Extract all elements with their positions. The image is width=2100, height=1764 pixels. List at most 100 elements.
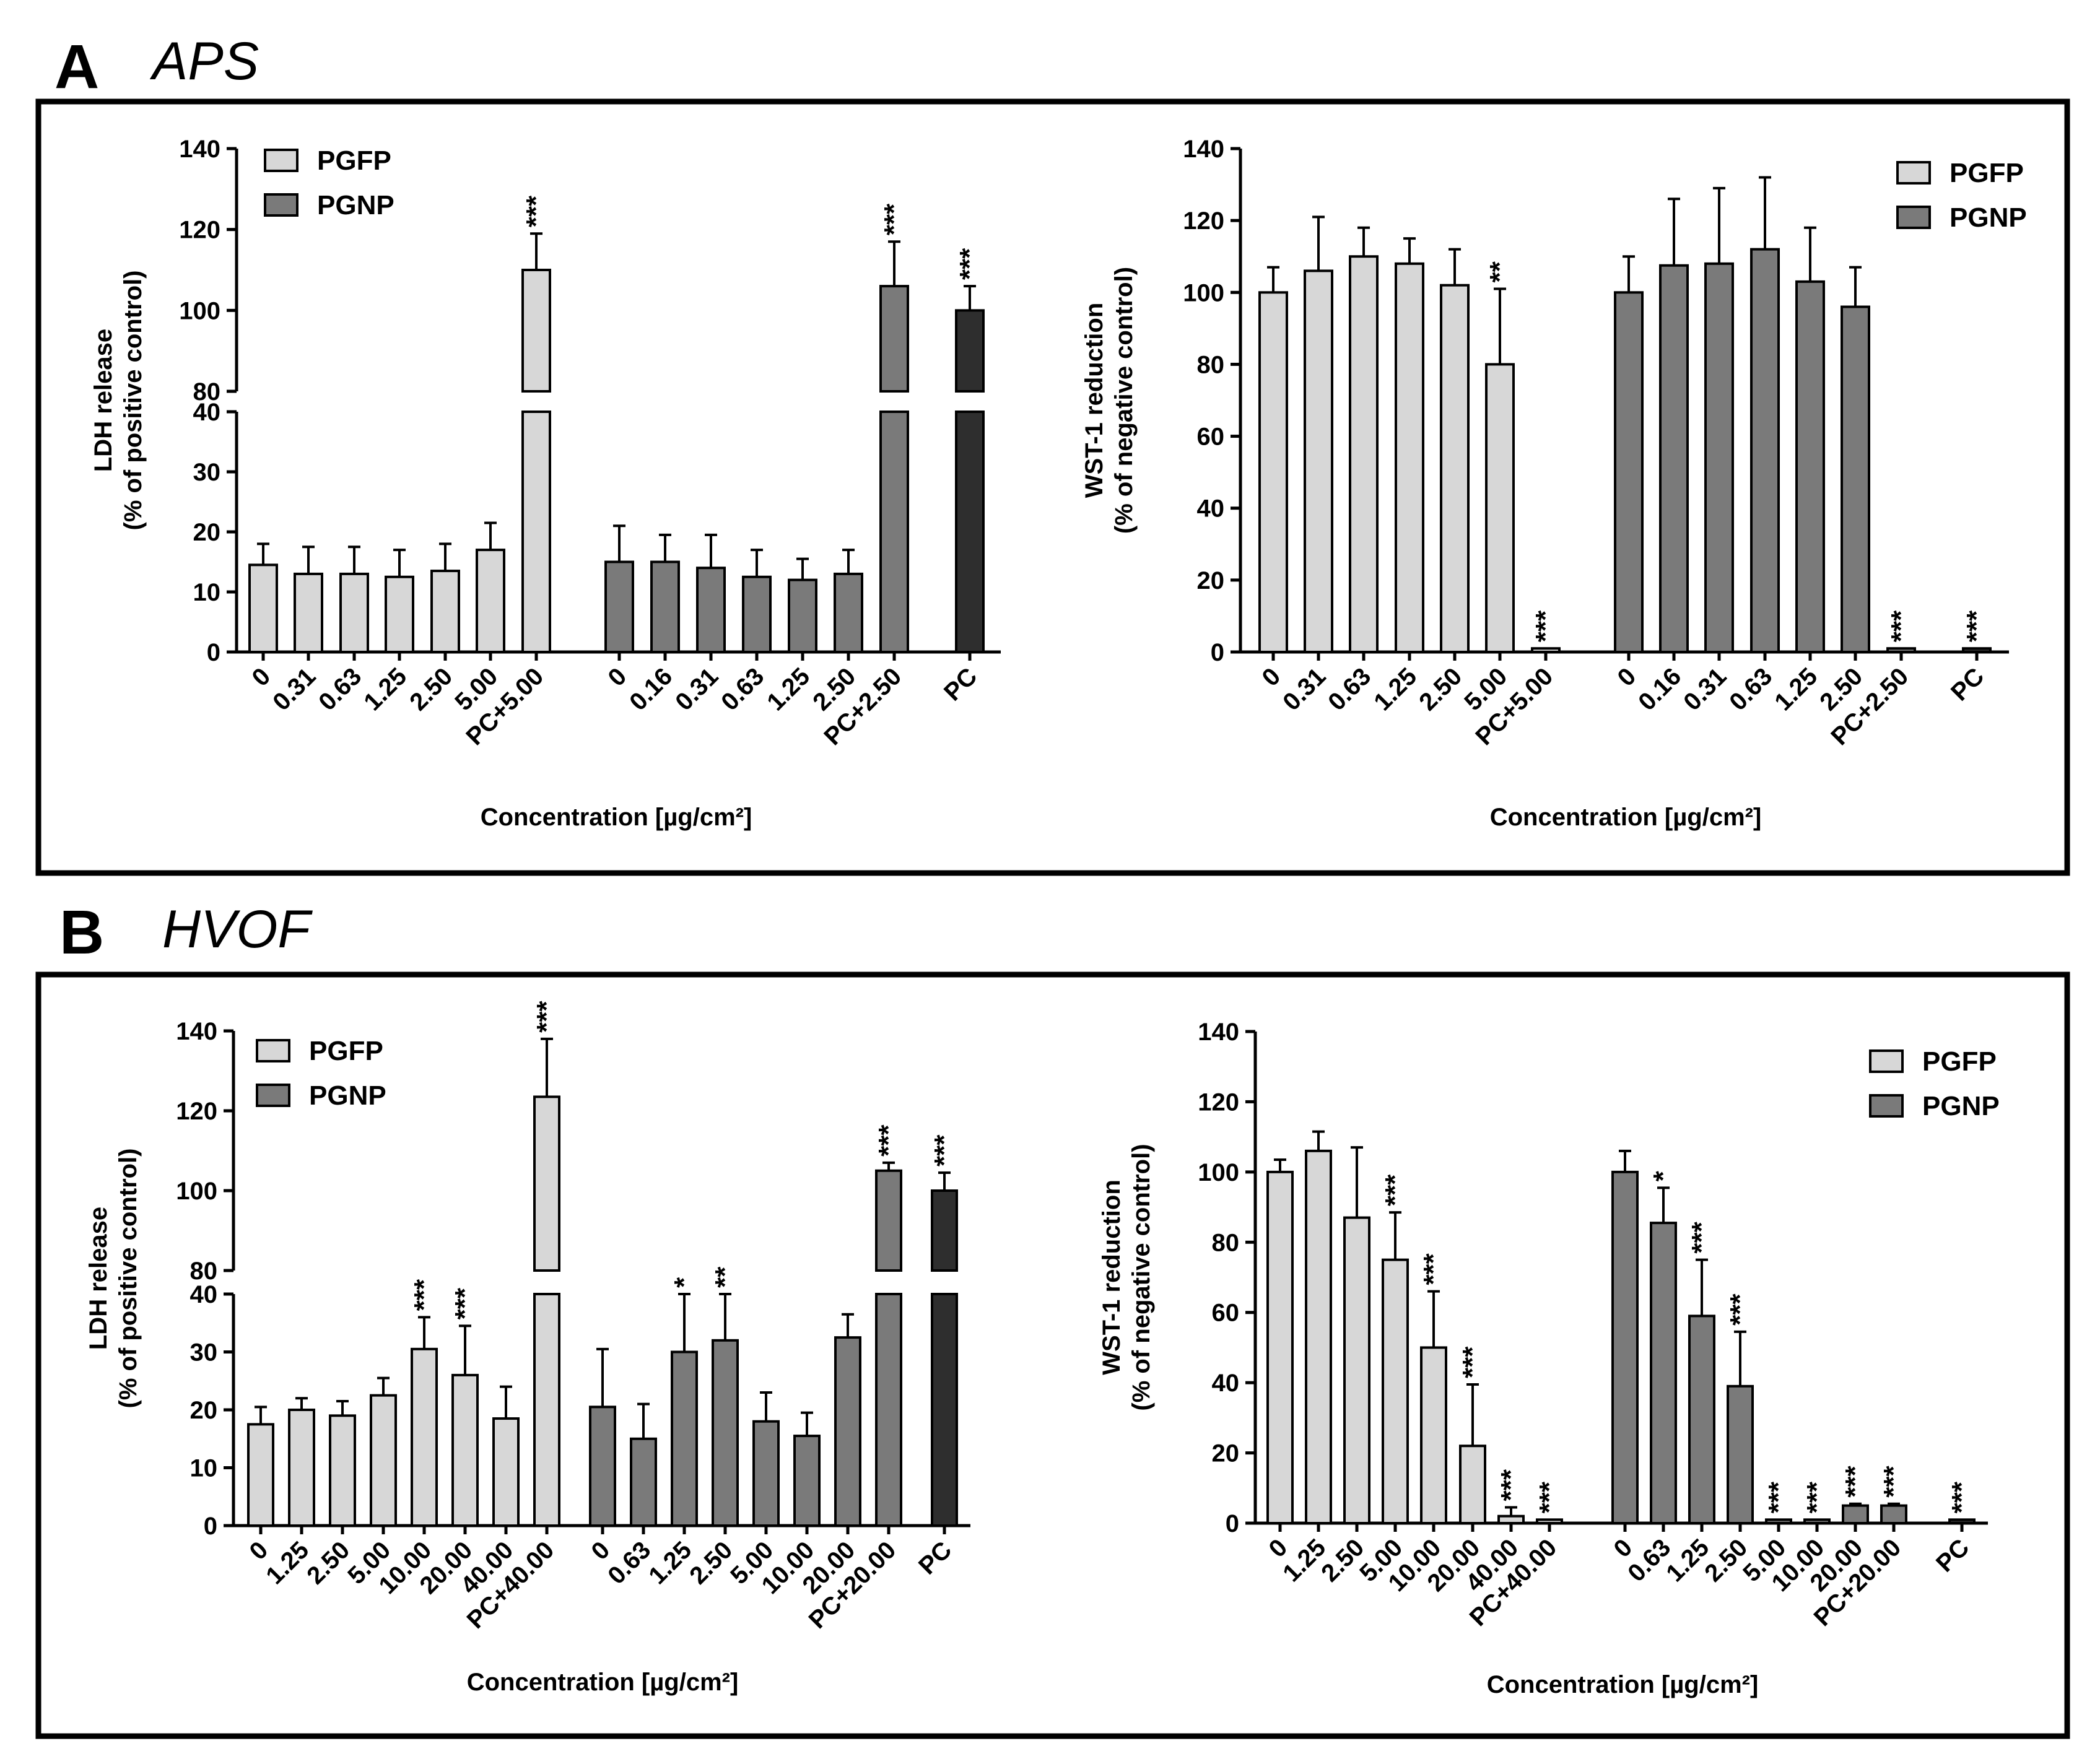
- legend-swatch-pgnp: [264, 193, 298, 217]
- y-axis-label: (% of positive control): [115, 1149, 142, 1409]
- legend-label: PGFP: [309, 1036, 383, 1066]
- significance-label: ***: [954, 248, 985, 280]
- x-tick-label: 0.63: [603, 1536, 656, 1589]
- y-tick-label: 100: [1198, 1159, 1239, 1186]
- y-tick-label-lower: 10: [193, 579, 221, 606]
- legend-label: PGNP: [1950, 202, 2027, 233]
- y-tick-label: 140: [1198, 1019, 1239, 1046]
- chart-hvof-ldh: 80 100 120 140 0 10 20 30 40 LDH release (% of pos…: [85, 1001, 970, 1696]
- bar: [1395, 262, 1424, 654]
- significance-label: ***: [1534, 1481, 1564, 1513]
- x-tick-label: 0.16: [1633, 663, 1686, 716]
- bar: [1349, 255, 1379, 653]
- x-tick-label: 0.31: [670, 663, 723, 716]
- y-tick-label: 60: [1212, 1300, 1240, 1327]
- y-tick-label-upper: 120: [176, 1098, 217, 1125]
- bar: [1614, 291, 1644, 653]
- x-tick-label: 2.50: [684, 1536, 738, 1589]
- y-tick-label-upper: 80: [193, 378, 221, 406]
- y-tick-label: 120: [1183, 207, 1224, 235]
- panel-a-letter: A: [54, 32, 99, 102]
- legend-swatch-pgfp: [1896, 161, 1931, 185]
- bar: [650, 560, 680, 653]
- bar-upper-segment: [955, 309, 985, 393]
- bar: [521, 411, 551, 653]
- x-tick-label: 0.63: [716, 663, 769, 716]
- bar: [879, 411, 909, 653]
- bar: [1497, 1514, 1525, 1525]
- x-tick-label: 0.63: [1724, 663, 1777, 716]
- legend-swatch-pgnp: [256, 1084, 290, 1107]
- bar: [752, 1420, 780, 1527]
- x-tick-label: 2.50: [302, 1536, 355, 1589]
- bar: [1459, 1445, 1486, 1524]
- y-tick-label: 100: [1183, 279, 1224, 306]
- legend-swatch-pgfp: [264, 149, 298, 172]
- bar: [1343, 1216, 1370, 1524]
- bar: [1795, 280, 1825, 654]
- bar: [1880, 1504, 1907, 1524]
- y-tick-label-upper: 140: [179, 136, 220, 163]
- x-tick-label: 0: [586, 1536, 616, 1565]
- y-tick-label-lower: 40: [193, 399, 221, 426]
- chart-aps-ldh: 80 100 120 140 0 10 20 30 40 LDH release (% of pos…: [90, 136, 1001, 831]
- y-axis-label: (% of negative control): [1128, 1144, 1155, 1410]
- x-tick-label: 1.25: [643, 1536, 697, 1589]
- significance-label: ***: [1886, 610, 1916, 642]
- x-axis-title: Concentration [µg/cm²]: [467, 1669, 739, 1696]
- significance-label: ***: [929, 1134, 959, 1167]
- y-tick-label: 60: [1197, 424, 1225, 451]
- legend-label: PGNP: [1922, 1091, 2000, 1121]
- bar: [1704, 262, 1734, 654]
- bar: [329, 1414, 356, 1527]
- x-tick-label: 0.31: [1678, 663, 1732, 716]
- y-tick-label: 120: [1198, 1088, 1239, 1116]
- bar: [696, 567, 726, 654]
- bar: [1266, 1170, 1294, 1525]
- legend-label: PGFP: [1950, 158, 2024, 188]
- y-tick-label-upper: 100: [176, 1178, 217, 1205]
- bar: [875, 1293, 902, 1527]
- x-tick-label: 0.31: [1278, 663, 1331, 716]
- bar: [1659, 264, 1689, 654]
- x-tick-label: 0.16: [624, 663, 677, 716]
- bar: [604, 560, 634, 653]
- bar: [1304, 269, 1333, 653]
- y-tick-label: 80: [1197, 351, 1225, 378]
- bar: [533, 1293, 560, 1527]
- bar: [411, 1347, 438, 1527]
- legend-swatch-pgnp: [1869, 1094, 1904, 1118]
- panel-a-frame: [35, 98, 2070, 876]
- significance-label: ***: [1946, 1481, 1977, 1513]
- significance-label: ***: [873, 1124, 904, 1157]
- legend-swatch-pgfp: [1869, 1049, 1904, 1073]
- bar: [1611, 1170, 1639, 1525]
- significance-label: ***: [1725, 1293, 1755, 1326]
- x-tick-label: 2.50: [404, 663, 458, 716]
- bar-upper-segment: [521, 269, 551, 393]
- bar: [288, 1409, 315, 1527]
- bar: [834, 1336, 861, 1527]
- y-tick-label-upper: 80: [190, 1258, 218, 1285]
- x-tick-label: 0.63: [1323, 663, 1376, 716]
- significance-label: ***: [1496, 1469, 1526, 1501]
- y-tick-label-lower: 0: [207, 639, 220, 666]
- bar: [430, 570, 460, 653]
- bar: [1382, 1258, 1409, 1524]
- x-tick-label: 0.63: [313, 663, 367, 716]
- bar: [1258, 291, 1288, 653]
- significance-label: ***: [1840, 1466, 1870, 1498]
- bar-upper-segment: [875, 1169, 902, 1272]
- bar: [955, 411, 985, 653]
- y-tick-label: 40: [1212, 1370, 1240, 1397]
- bar: [385, 575, 414, 653]
- y-axis-label: (% of positive control): [120, 271, 147, 531]
- bar: [1485, 363, 1515, 654]
- bar: [339, 572, 369, 654]
- significance-label: ***: [1530, 610, 1561, 642]
- bar: [589, 1406, 616, 1527]
- y-tick-label-lower: 20: [190, 1397, 218, 1424]
- x-axis-title: Concentration [µg/cm²]: [1490, 804, 1762, 831]
- panel-a-subtitle: APS: [149, 32, 259, 91]
